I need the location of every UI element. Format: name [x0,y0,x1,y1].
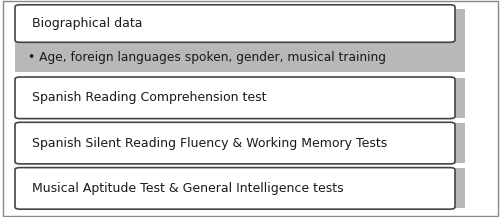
FancyBboxPatch shape [15,123,465,163]
FancyBboxPatch shape [15,78,465,118]
FancyBboxPatch shape [15,122,455,164]
FancyBboxPatch shape [15,168,465,208]
Text: Spanish Reading Comprehension test: Spanish Reading Comprehension test [32,91,267,104]
FancyBboxPatch shape [15,168,455,209]
Text: • Age, foreign languages spoken, gender, musical training: • Age, foreign languages spoken, gender,… [28,51,386,64]
Text: Musical Aptitude Test & General Intelligence tests: Musical Aptitude Test & General Intellig… [32,182,344,195]
FancyBboxPatch shape [15,77,455,119]
FancyBboxPatch shape [15,9,465,72]
Text: Biographical data: Biographical data [32,17,143,30]
FancyBboxPatch shape [15,5,455,42]
Text: Spanish Silent Reading Fluency & Working Memory Tests: Spanish Silent Reading Fluency & Working… [32,137,388,150]
